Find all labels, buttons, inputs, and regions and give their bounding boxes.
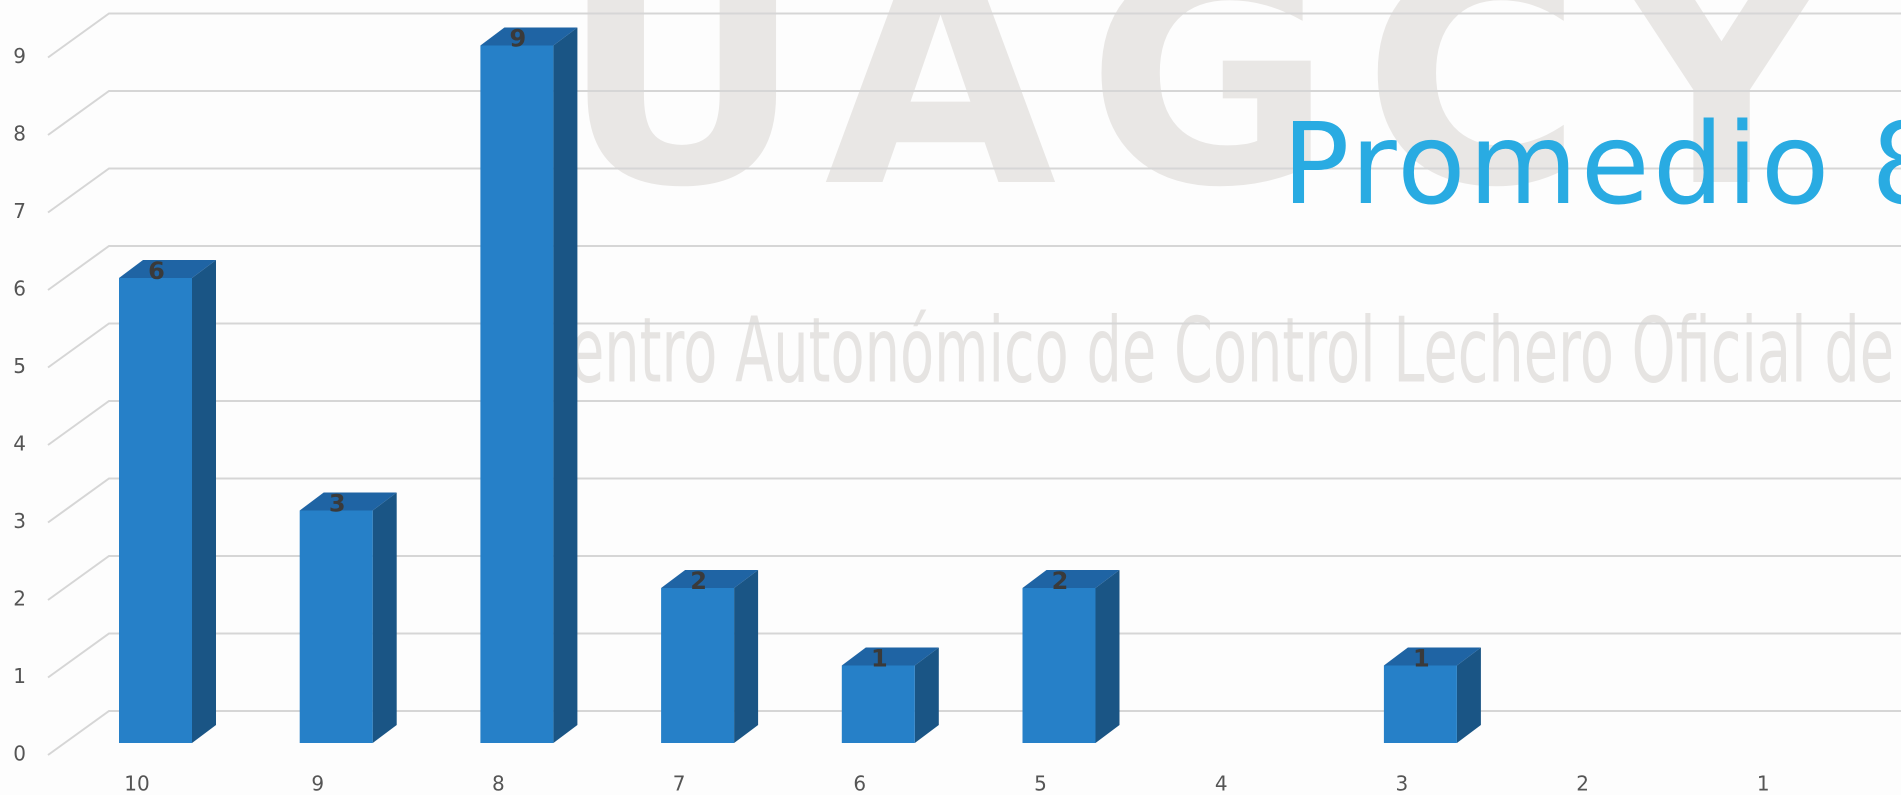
- y-tick-label: 0: [13, 742, 26, 766]
- bar-front: [119, 278, 192, 743]
- grid-line: [47, 90, 1901, 136]
- bar: [1383, 647, 1481, 743]
- grid-line: [47, 400, 1901, 446]
- value-label: 6: [148, 257, 165, 285]
- value-label: 2: [1052, 567, 1069, 595]
- bar: [480, 27, 578, 743]
- bar-top: [480, 27, 578, 46]
- bar-side: [372, 492, 397, 743]
- bar-top: [119, 260, 216, 278]
- x-tick-label: 3: [1396, 772, 1409, 795]
- bar-front: [299, 510, 373, 743]
- x-tick-label: 1: [1757, 772, 1770, 795]
- x-tick-label: 2: [1576, 772, 1589, 795]
- bar-top: [1383, 647, 1481, 666]
- bar: [661, 570, 759, 743]
- bar-front: [480, 45, 554, 743]
- x-tick-label: 6: [853, 772, 866, 795]
- value-label: 2: [690, 567, 707, 595]
- grid-line: [47, 12, 1901, 59]
- grid-line: [47, 555, 1901, 601]
- bar-side: [192, 260, 216, 743]
- grid-line: [47, 322, 1901, 369]
- y-tick-label: 2: [13, 587, 26, 611]
- bar: [119, 260, 216, 743]
- bar-front: [661, 588, 735, 743]
- grid-line: [47, 710, 1901, 756]
- grid-line: [47, 632, 1901, 679]
- watermark-text: entro Autonómico de Control Lechero Ofic…: [570, 299, 1901, 404]
- y-tick-label: 4: [13, 432, 26, 456]
- value-label: 3: [329, 490, 346, 518]
- grid-line: [47, 477, 1901, 524]
- bar-front: [1383, 665, 1457, 743]
- grid-line: [47, 167, 1901, 214]
- bar-top: [1022, 570, 1120, 588]
- x-tick-label: 5: [1034, 772, 1047, 795]
- grid-line: [47, 245, 1901, 291]
- y-tick-label: 8: [13, 122, 26, 146]
- bar-side: [1456, 647, 1481, 743]
- value-label: 1: [871, 645, 888, 673]
- x-tick-label: 4: [1215, 772, 1228, 795]
- watermark-logo: UAGCY: [560, 0, 1860, 253]
- y-tick-label: 7: [13, 199, 26, 223]
- bar-side: [1095, 570, 1120, 743]
- y-tick-label: 9: [13, 44, 26, 68]
- bar-side: [553, 27, 578, 743]
- x-tick-label: 10: [124, 772, 149, 795]
- x-tick-label: 8: [492, 772, 505, 795]
- bar-front: [841, 665, 915, 743]
- chart-title: Promedio 8: [1282, 100, 1901, 230]
- y-tick-label: 3: [13, 509, 26, 533]
- bar: [841, 647, 939, 743]
- bar-side: [914, 647, 939, 743]
- y-tick-label: 6: [13, 277, 26, 301]
- value-label: 1: [1413, 645, 1430, 673]
- bar: [1022, 570, 1120, 743]
- x-tick-label: 9: [311, 772, 324, 795]
- x-tick-label: 7: [673, 772, 686, 795]
- bar: [299, 492, 397, 743]
- bar-side: [734, 570, 759, 743]
- y-tick-label: 1: [13, 664, 26, 688]
- bar-top: [299, 492, 397, 511]
- bar-front: [1022, 588, 1096, 743]
- bar-top: [841, 647, 939, 666]
- y-tick-label: 5: [13, 354, 26, 378]
- bar-top: [661, 570, 759, 588]
- value-label: 9: [510, 25, 527, 53]
